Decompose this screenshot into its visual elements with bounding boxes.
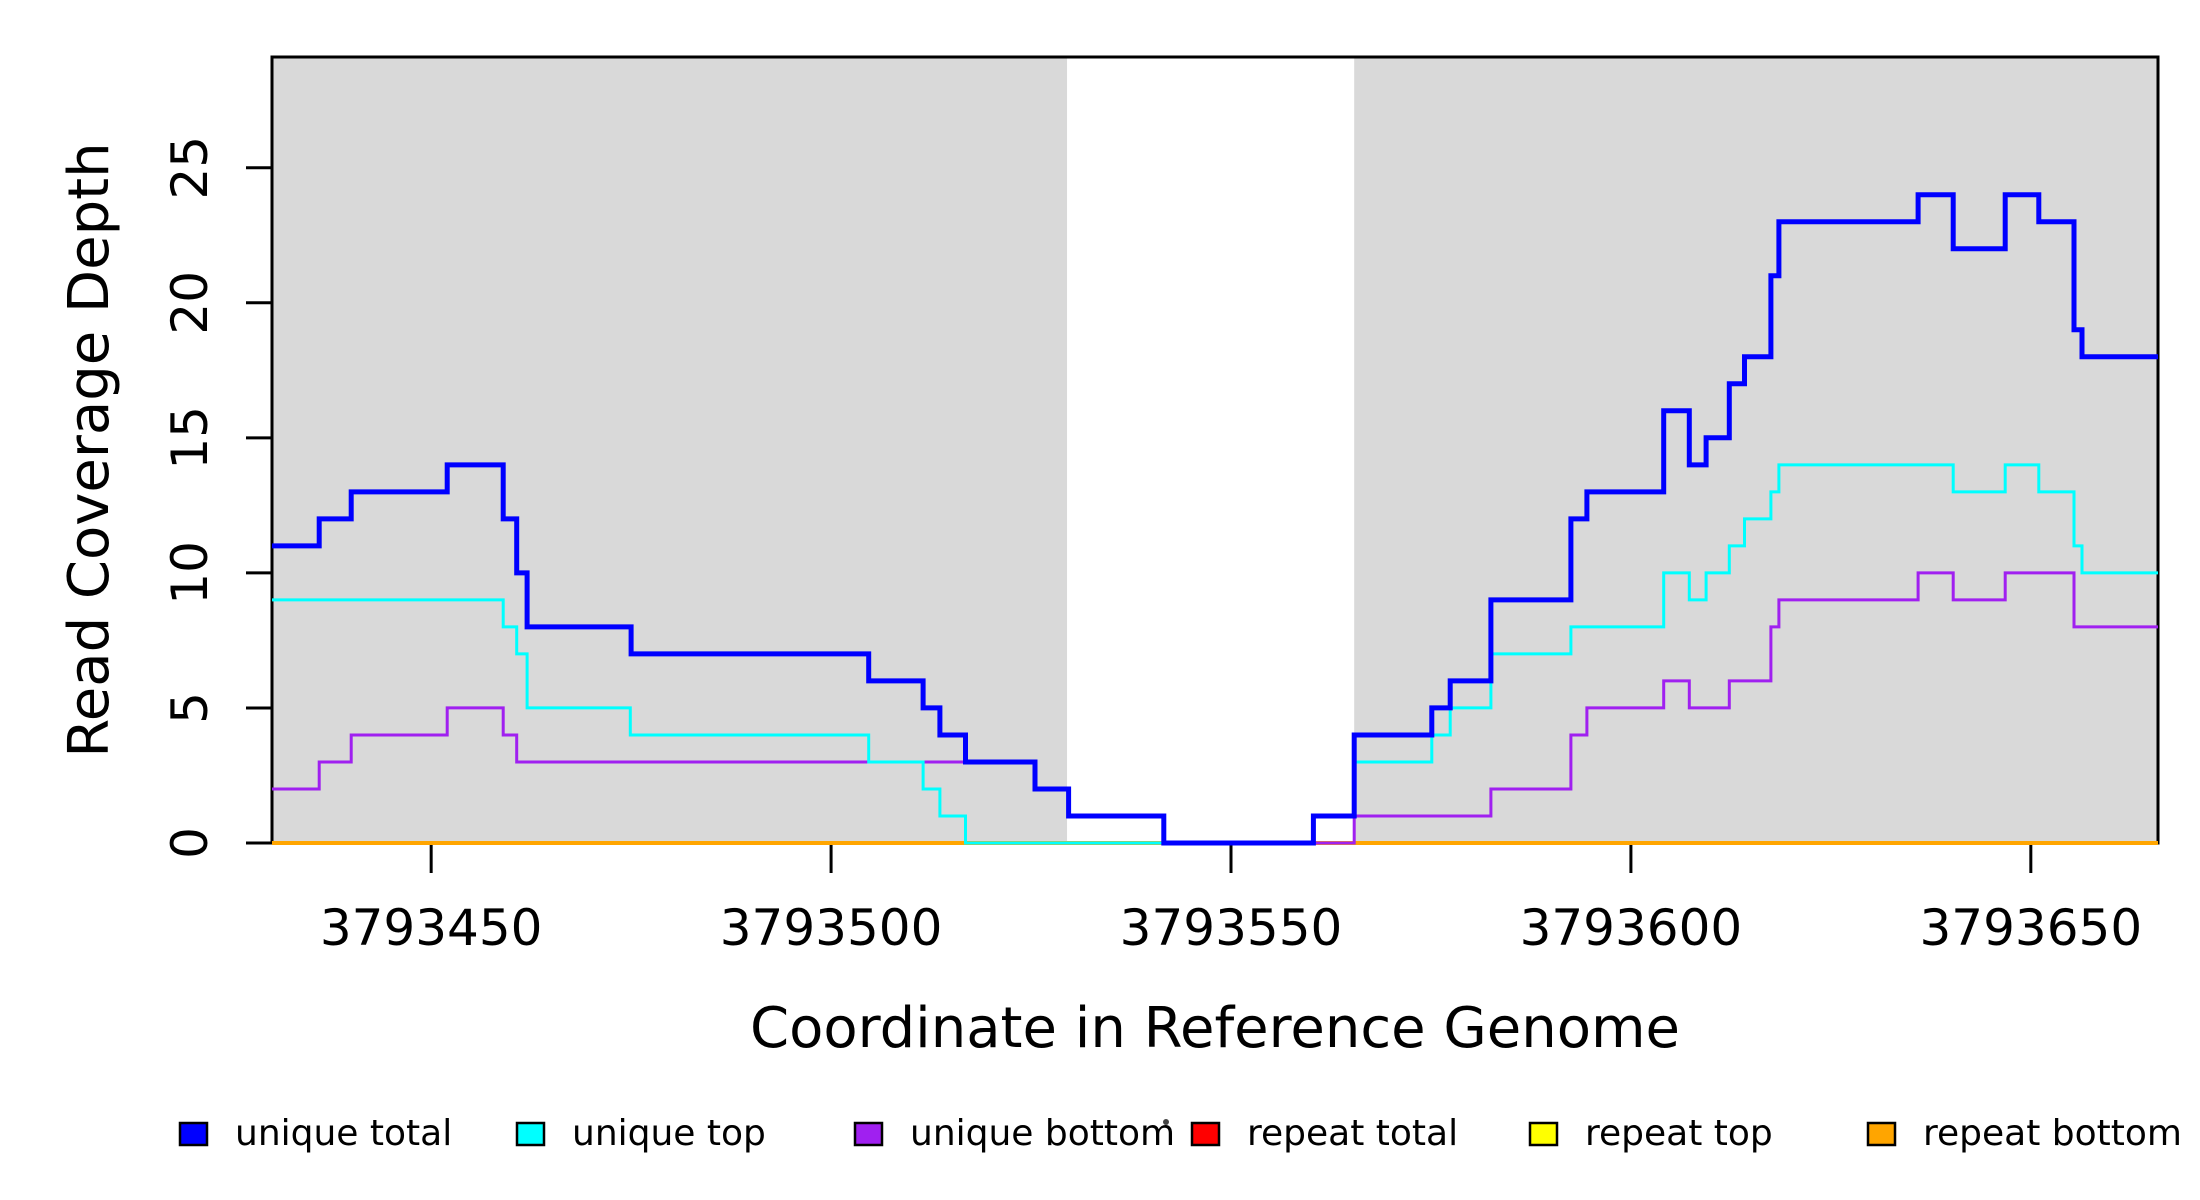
y-tick-label: 0 [161,827,219,859]
x-axis-title: Coordinate in Reference Genome [750,996,1680,1061]
legend-swatch-unique-bottom [853,1121,884,1147]
x-tick-label: 3793600 [1520,899,1743,957]
y-tick-label: 5 [161,692,219,724]
legend-label-unique-total: unique total [235,1113,452,1154]
x-tick-label: 3793650 [1919,899,2142,957]
y-tick-label: 20 [161,271,219,335]
legend-label-unique-bottom: unique bottom [910,1113,1175,1154]
y-axis-title: Read Coverage Depth [57,142,122,757]
shaded-region-0 [272,57,1068,843]
legend-label-unique-top: unique top [572,1113,766,1154]
legend-swatch-repeat-total [1190,1121,1221,1147]
y-tick-label: 10 [161,541,219,605]
stray-dot [1163,1119,1169,1125]
y-tick-label: 15 [161,406,219,470]
legend-swatch-unique-top [515,1121,546,1147]
legend-label-repeat-bottom: repeat bottom [1923,1113,2182,1154]
series-line-unique-bottom [272,571,2158,845]
y-tick-label: 25 [161,136,219,200]
legend-label-repeat-top: repeat top [1585,1113,1773,1154]
series-line-unique-total [272,192,2158,846]
legend-swatch-unique-total [178,1121,209,1147]
legend-swatch-repeat-top [1528,1121,1559,1147]
series-line-unique-top [272,463,2158,845]
shaded-region-1 [1354,57,2158,843]
x-tick-label: 3793550 [1120,899,1343,957]
x-tick-label: 3793500 [720,899,943,957]
legend-label-repeat-total: repeat total [1247,1113,1458,1154]
x-tick-label: 3793450 [320,899,543,957]
legend-swatch-repeat-bottom [1866,1121,1897,1147]
